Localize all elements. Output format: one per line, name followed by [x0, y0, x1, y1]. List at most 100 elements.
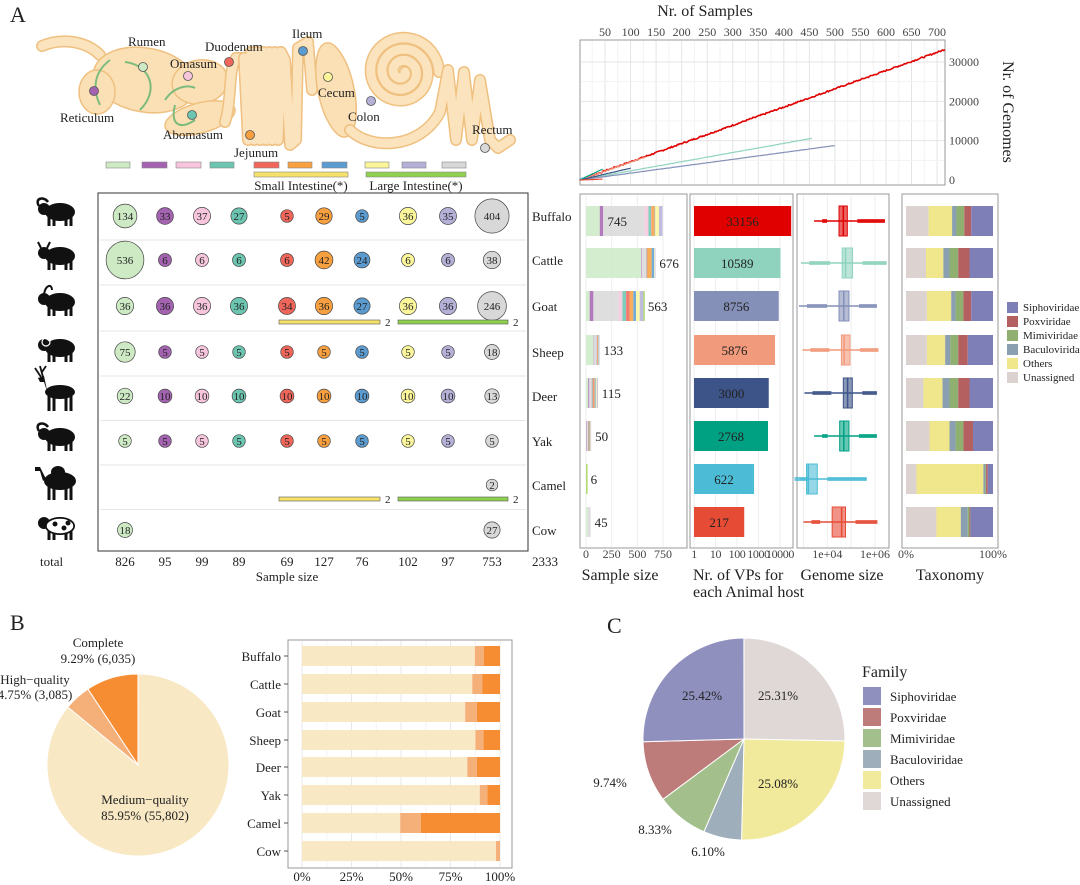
- jejunum-label: Jejunum: [234, 145, 278, 160]
- bubble-sheep-reticulum: [158, 345, 172, 359]
- family-pie-slice-siphoviridae: [642, 637, 745, 743]
- x-tick-label: 600: [877, 25, 895, 39]
- bubble-value: 5: [321, 436, 327, 448]
- bubble-value: 10: [234, 391, 246, 403]
- bubble-value: 27: [487, 525, 499, 537]
- x-tick-label: 550: [851, 25, 869, 39]
- legend-swatch-others: [1007, 358, 1018, 369]
- x-tick-label: 75%: [439, 869, 463, 884]
- legend-swatch-unassigned: [1007, 372, 1018, 383]
- vp-bar-camel: [694, 464, 755, 494]
- sample-size-segment: [599, 335, 600, 365]
- buffalo-icon-horns: [36, 197, 50, 207]
- bubble-value: 24: [357, 255, 369, 267]
- deer-icon-leg: [64, 395, 68, 411]
- camel-icon-body: [44, 472, 76, 490]
- duodenum-site-marker: [224, 57, 234, 67]
- sample-size-segment: [651, 248, 655, 278]
- quality-bar-segment: [302, 730, 476, 750]
- bubble-value: 29: [319, 211, 331, 223]
- taxonomy-segment-siphoviridae: [987, 464, 993, 494]
- sample-size-segment: [589, 421, 591, 451]
- family-legend-label: Baculoviridae: [890, 752, 963, 767]
- bubble-value: 5: [284, 347, 290, 359]
- x-tick-label: 400: [775, 25, 793, 39]
- x-tick-label: 150: [647, 25, 665, 39]
- quality-bar-segment: [487, 785, 500, 805]
- vp-xlabel: Nr. of VPs for: [693, 567, 784, 584]
- gut-diagram: [36, 31, 516, 154]
- sample-size-segment: [644, 206, 649, 236]
- bubble-deer-rumen: [116, 387, 134, 405]
- family-legend-swatch-unassigned: [863, 792, 881, 810]
- sample-size-segment: [586, 206, 600, 236]
- bubble-value: 5: [405, 436, 411, 448]
- sample-size-segment: [647, 248, 652, 278]
- accumulation-series-line: [579, 137, 812, 181]
- sample-size-segment: [641, 248, 646, 278]
- duodenum-tube: [220, 53, 249, 127]
- sample-size-segment: [586, 378, 589, 408]
- bubble-deer-ileum: [354, 388, 370, 404]
- genome-size-xlabel: Genome size: [800, 567, 883, 584]
- camel-icon-part: [35, 467, 46, 481]
- sample-size-segment: [589, 421, 590, 451]
- sample-size-segment: [629, 291, 634, 321]
- bubble-deer-colon: [440, 388, 456, 404]
- x-tick-label: 100%: [485, 869, 516, 884]
- sample-size-segment: [658, 206, 663, 236]
- sample-size-segment: [598, 335, 600, 365]
- quality-bar-segment: [476, 757, 500, 777]
- colon-label: Colon: [348, 109, 380, 124]
- column-total: 89: [233, 554, 246, 569]
- quality-bar-segment: [302, 813, 401, 833]
- sample-size-segment: [589, 291, 594, 321]
- cattle-icon-leg: [69, 259, 73, 270]
- sample-size-segment: [655, 206, 659, 236]
- bubble-cattle-rectum: [482, 250, 502, 270]
- cecum-shape: [315, 42, 357, 138]
- sample-size-segment: [590, 421, 591, 451]
- quality-bar-segment: [483, 646, 500, 666]
- sample-size-segment: [593, 378, 595, 408]
- omasum-site-marker: [183, 71, 193, 81]
- bubble-cattle-omasum: [195, 253, 209, 267]
- taxonomy-segment-unassigned: [906, 421, 930, 451]
- sample-size-segment: [586, 421, 587, 451]
- bubble-value: 22: [120, 391, 131, 403]
- taxonomy-segment-baculoviridae: [949, 421, 956, 451]
- genome-size-box: [806, 463, 818, 495]
- sample-size-segment: [587, 421, 588, 451]
- cow-icon-leg: [64, 529, 68, 540]
- sample-size-segment: [589, 378, 591, 408]
- taxonomy-segment-unassigned: [906, 507, 937, 537]
- accumulation-series-line: [579, 145, 836, 181]
- bubble-goat-abomasum: [230, 297, 248, 315]
- panel-label-a: A: [10, 2, 26, 27]
- legend-label: Others: [1023, 358, 1052, 370]
- vp-bar-sheep: [694, 335, 776, 365]
- pooled-bar-camel: [278, 496, 381, 502]
- bubble-sheep-ileum: [355, 345, 369, 359]
- sample-size-value: 676: [659, 256, 679, 271]
- sample-size-value: 6: [591, 472, 598, 487]
- colon-spiral: [366, 33, 444, 105]
- vp-bar-value: 622: [714, 472, 734, 487]
- bubble-value: 6: [445, 255, 451, 267]
- camel-icon-leg: [64, 484, 68, 500]
- large-intestine-bar: [365, 171, 467, 178]
- pooled-bar-value: 2: [513, 494, 519, 506]
- sample-size-segment: [646, 248, 648, 278]
- cattle-icon-leg: [64, 259, 68, 270]
- sample-size-segment: [593, 291, 619, 321]
- buffalo-icon-head: [38, 203, 50, 215]
- rectum-label: Rectum: [472, 122, 512, 137]
- bubble-value: 42: [319, 255, 330, 267]
- cow-icon-leg: [47, 529, 51, 540]
- taxonomy-segment-others: [926, 335, 946, 365]
- bubble-value: 6: [405, 255, 411, 267]
- row-label-goat: Goat: [532, 299, 558, 314]
- vp-bar-buffalo: [694, 206, 792, 236]
- yak-icon: [36, 422, 75, 451]
